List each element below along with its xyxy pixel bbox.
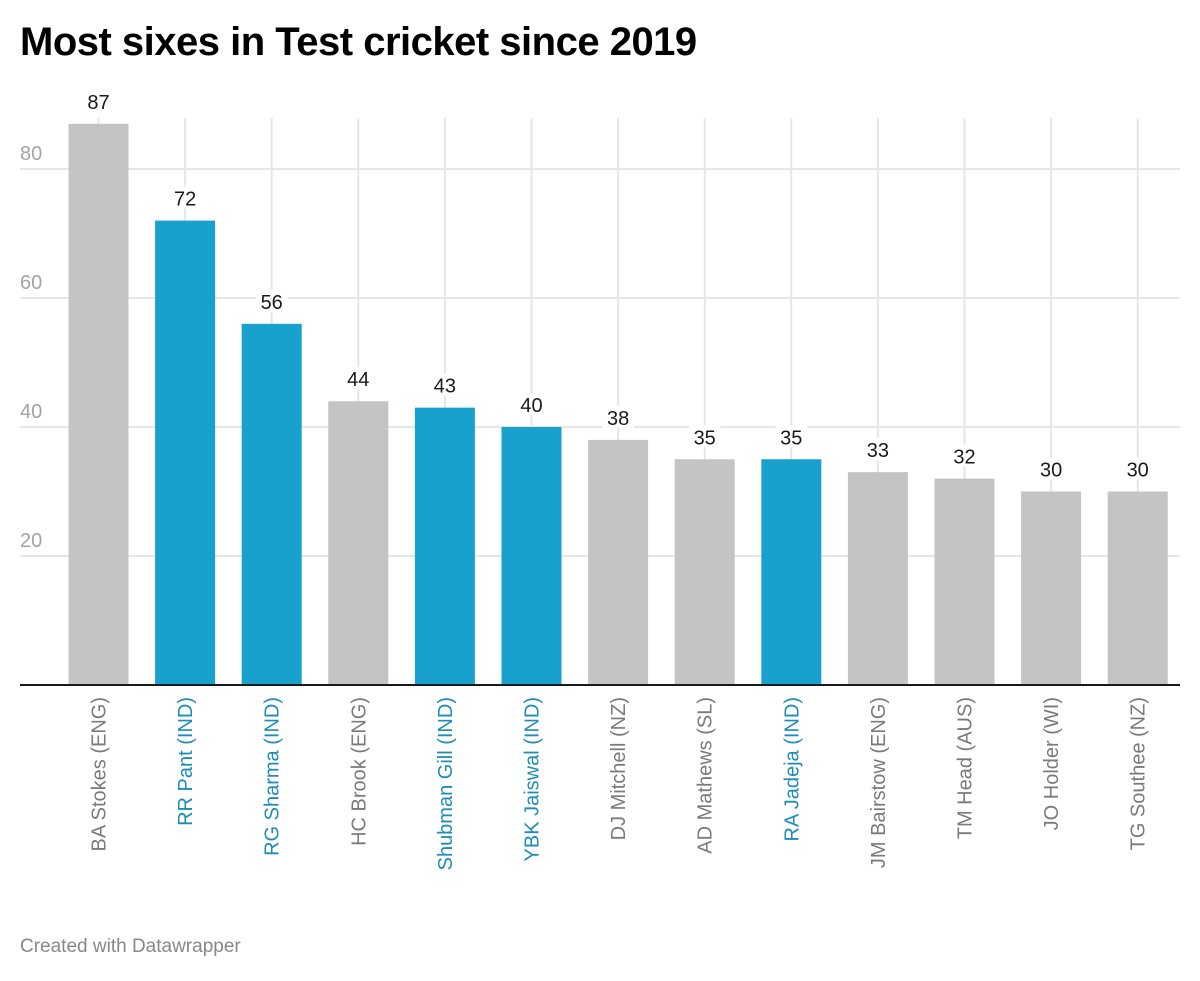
category-label: DJ Mitchell (NZ)	[608, 697, 630, 840]
value-label: 35	[694, 427, 716, 449]
bar	[414, 407, 475, 685]
value-label: 33	[867, 440, 889, 462]
bar	[241, 323, 302, 685]
bar	[847, 472, 908, 685]
value-label-background	[688, 425, 721, 448]
category-label: JM Bairstow (ENG)	[868, 697, 890, 868]
category-label: HC Brook (ENG)	[348, 697, 370, 846]
category-label: AD Mathews (SL)	[695, 697, 717, 854]
value-label-background	[602, 405, 635, 428]
value-label-background	[1035, 457, 1068, 480]
category-label: RR Pant (IND)	[175, 697, 197, 826]
value-label: 44	[347, 369, 369, 391]
value-label-background	[82, 89, 115, 112]
category-label: TG Southee (NZ)	[1128, 697, 1150, 850]
value-label-background	[255, 289, 288, 312]
bars	[68, 123, 1168, 686]
category-label: TM Head (AUS)	[955, 697, 977, 839]
value-label: 72	[174, 189, 196, 211]
chart-title: Most sixes in Test cricket since 2019	[20, 20, 697, 64]
value-label: 40	[520, 395, 542, 417]
y-tick-label: 60	[20, 272, 42, 294]
x-axis-labels: BA Stokes (ENG) RR Pant (IND) RG Sharma (I…	[89, 697, 1150, 870]
bar	[934, 478, 995, 685]
bar	[501, 427, 562, 685]
category-label: BA Stokes (ENG)	[89, 697, 111, 852]
bar	[1021, 491, 1082, 685]
bar	[761, 459, 822, 685]
value-label-background	[428, 373, 461, 396]
value-label: 32	[953, 447, 975, 469]
value-label-background	[1121, 457, 1154, 480]
value-labels: 87 72 56 44 43 40 38 35 35 33 32 30 30	[82, 89, 1154, 482]
footer-credit: Created with Datawrapper	[20, 936, 241, 957]
value-label-background	[342, 367, 375, 390]
value-label-background	[169, 186, 202, 209]
y-axis-ticks: 20 40 60 80	[20, 143, 42, 552]
bar-chart: 20 40 60 80 87 72 56 44 43 40 38 35 35 33 32 30 30 BA S…	[20, 89, 1180, 870]
value-label-background	[861, 438, 894, 461]
value-label: 87	[87, 92, 109, 114]
bar	[1107, 491, 1168, 685]
value-label: 35	[780, 427, 802, 449]
bar	[155, 220, 216, 685]
category-label: RA Jadeja (IND)	[781, 697, 803, 842]
value-label: 30	[1127, 460, 1149, 482]
y-tick-label: 80	[20, 143, 42, 165]
bar	[588, 439, 649, 685]
value-label-background	[515, 393, 548, 415]
bar	[328, 401, 389, 685]
category-label: YBK Jaiswal (IND)	[522, 697, 544, 861]
bar	[674, 459, 735, 685]
category-label: RG Sharma (IND)	[262, 697, 284, 856]
y-tick-label: 20	[20, 530, 42, 552]
category-label: Shubman Gill (IND)	[435, 697, 457, 870]
bar	[68, 123, 129, 686]
category-label: JO Holder (WI)	[1041, 697, 1063, 830]
value-label: 56	[261, 292, 283, 314]
value-label: 38	[607, 408, 629, 430]
value-label: 43	[434, 376, 456, 398]
value-label: 30	[1040, 460, 1062, 482]
value-label-background	[948, 444, 981, 467]
y-tick-label: 40	[20, 401, 42, 423]
value-label-background	[775, 425, 808, 448]
